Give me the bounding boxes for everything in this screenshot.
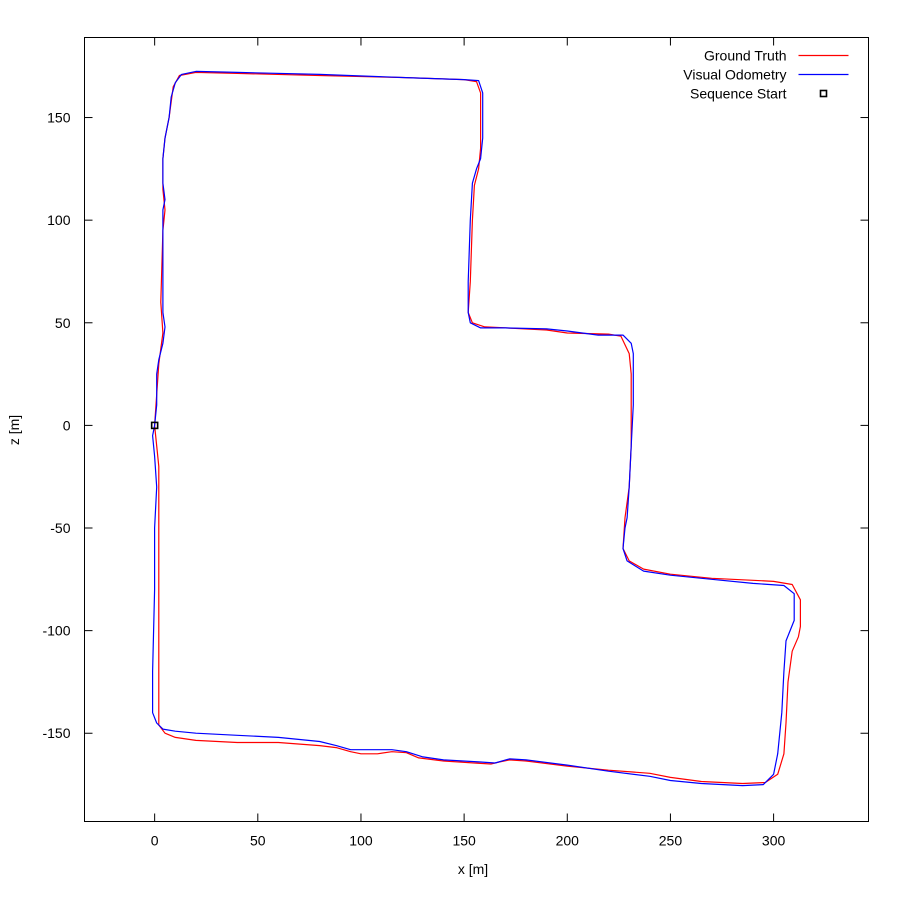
x-axis-label: x [m]	[458, 861, 488, 877]
sequence-start-marker	[150, 421, 159, 430]
legend: Ground Truth Visual Odometry Sequence Star…	[683, 48, 849, 102]
x-tick-label: 300	[762, 833, 786, 849]
y-axis-label: z [m]	[6, 415, 22, 445]
x-tick-label: 100	[349, 833, 373, 849]
legend-label-sequence-start: Sequence Start	[690, 86, 787, 102]
legend-label-visual-odometry: Visual Odometry	[683, 67, 786, 83]
y-tick-label: 0	[63, 417, 71, 433]
series-line-visual-odometry	[152, 70, 795, 787]
y-tick-label: -150	[42, 725, 70, 741]
y-axis-ticks: -150 -100 -50 0 50 100 150	[42, 110, 869, 741]
y-tick-label: 50	[55, 315, 71, 331]
y-tick-label: 100	[47, 212, 71, 228]
legend-label-ground-truth: Ground Truth	[704, 48, 787, 64]
plot-series	[152, 70, 801, 787]
x-tick-label: 0	[151, 833, 159, 849]
plot-frame	[84, 37, 869, 822]
x-tick-label: 200	[556, 833, 580, 849]
y-tick-label: -50	[50, 520, 70, 536]
x-tick-label: 250	[659, 833, 683, 849]
plot-markers	[150, 421, 159, 430]
legend-swatch-sequence-start	[819, 89, 828, 98]
y-tick-label: 150	[47, 110, 71, 126]
y-tick-label: -100	[42, 623, 70, 639]
x-tick-label: 50	[250, 833, 266, 849]
x-tick-label: 150	[452, 833, 476, 849]
series-line-ground-truth	[154, 71, 801, 785]
x-axis-ticks: 0 50 100 150 200 250 300	[151, 37, 786, 849]
